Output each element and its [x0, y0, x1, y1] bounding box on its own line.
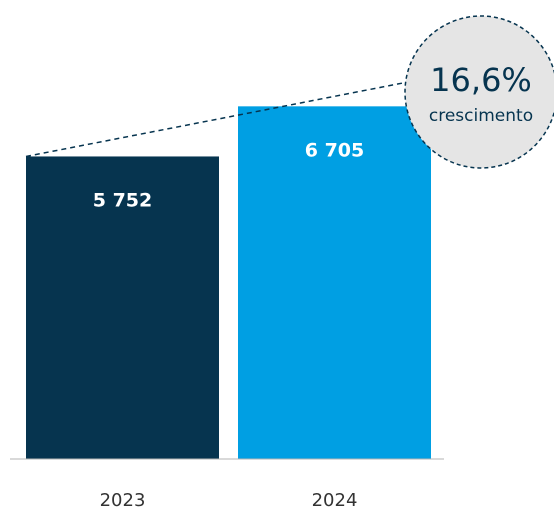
bar-2023 [26, 156, 219, 459]
bar-2024 [238, 106, 431, 460]
x-tick-label-2023: 2023 [100, 490, 146, 511]
x-tick-label-2024: 2024 [312, 490, 358, 511]
bar-value-label-2024: 6 705 [305, 139, 365, 161]
bars-layer [26, 106, 431, 460]
labels-layer: 5 752 2023 6 705 2024 [93, 139, 365, 511]
bar-value-label-2023: 5 752 [93, 189, 153, 211]
growth-label: crescimento [429, 106, 533, 126]
growth-callout-circle [404, 15, 554, 169]
growth-trend-line [25, 81, 409, 158]
growth-callout: 16,6% crescimento [404, 15, 554, 169]
growth-value: 16,6% [430, 61, 532, 99]
